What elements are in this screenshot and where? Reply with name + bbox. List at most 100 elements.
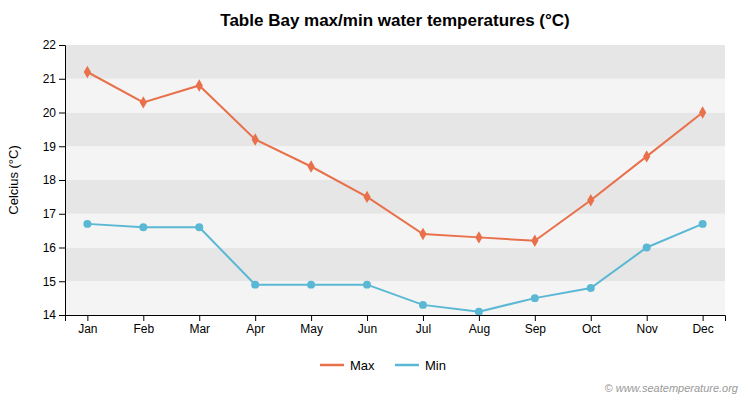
x-tick-mark [311,315,312,321]
chart-container: 141516171819202122JanFebMarAprMayJunJulA… [0,0,750,400]
point [252,133,259,145]
point [587,194,594,206]
grid-band [65,113,725,147]
legend-swatch [320,364,344,367]
point [140,96,147,108]
x-tick-mark [591,315,592,321]
x-tick-label: Jul [416,322,431,336]
point [363,191,370,203]
x-tick-mark [479,315,480,321]
point [699,106,706,118]
grid-band [65,180,725,214]
x-tick-label: May [300,322,323,336]
point [419,301,427,309]
point [195,223,203,231]
y-axis-line [59,46,66,316]
x-axis: Jan Feb Mar Apr May Jun Jul Aug Sep Oct Nov Dec [66,315,726,336]
point [251,281,259,289]
legend-label: Min [425,358,446,373]
y-tick-label: 22 [43,38,57,52]
legend-label: Max [350,358,375,373]
point [643,150,650,162]
point [84,66,91,78]
plot: 141516171819202122JanFebMarAprMayJunJulA… [43,38,726,335]
x-axis-line [66,316,726,322]
y-tick-mark [59,79,65,80]
y-axis: 141516171819202122 [43,38,66,322]
x-tick-mark [367,315,368,321]
x-tick-mark [143,315,144,321]
x-tick: Sep [525,315,547,336]
x-tick: Mar [189,315,210,336]
y-tick-mark [59,315,65,316]
x-tick-label: Aug [469,322,490,336]
grid [65,45,725,315]
point [531,294,539,302]
y-tick-label: 21 [43,72,57,86]
x-tick-label: Sep [525,322,547,336]
x-tick: Aug [469,315,490,336]
point [307,281,315,289]
x-tick-label: Nov [637,322,658,336]
x-tick: May [300,315,323,336]
x-tick-mark [87,315,88,321]
point [307,160,314,172]
point [475,231,482,243]
x-tick-label: Feb [133,322,154,336]
y-tick: 20 [43,106,65,120]
x-tick: Nov [637,315,658,336]
y-tick: 19 [43,140,65,154]
grid-band [65,146,725,180]
x-tick: Apr [246,315,265,336]
grid-band [65,248,725,282]
x-tick: Oct [582,315,601,336]
grid-band [65,45,725,79]
chart-svg: 141516171819202122JanFebMarAprMayJunJulA… [0,0,750,400]
y-tick-mark [59,214,65,215]
point [587,284,595,292]
x-tick: Jun [358,315,377,336]
point [475,308,483,315]
y-tick-mark [59,281,65,282]
y-tick-label: 20 [43,106,57,120]
legend-item: Max [320,358,375,373]
y-tick: 21 [43,72,65,86]
x-tick: Feb [133,315,154,336]
point [139,223,147,231]
x-tick-mark [423,315,424,321]
y-tick-mark [59,180,65,181]
x-tick-mark [535,315,536,321]
y-tick-mark [59,146,65,147]
y-tick-label: 19 [43,140,57,154]
x-tick-mark [647,315,648,321]
title: Table Bay max/min water temperatures (°C… [220,11,569,30]
line [87,224,702,312]
y-tick: 14 [43,308,65,322]
y-tick: 18 [43,173,65,187]
x-tick: Jan [78,315,97,336]
point [643,244,651,252]
grid-band [65,281,725,315]
y-axis-title: Celcius (°C) [6,145,21,214]
point [531,235,538,247]
x-tick-label: Oct [582,322,601,336]
y-tick-label: 14 [43,308,57,322]
legend: Max Min [320,358,446,373]
point [699,220,707,228]
x-tick-label: Dec [692,322,713,336]
x-tick-label: Apr [246,322,265,336]
y-tick: 15 [43,275,65,289]
x-tick: Dec [692,315,713,336]
point [419,228,426,240]
annotation: © www.seatemperature.org [605,382,739,394]
x-tick-mark [255,315,256,321]
x-tick-label: Jan [78,322,97,336]
legend-item: Min [395,358,446,373]
y-tick-label: 17 [43,207,57,221]
y-tick-mark [59,45,65,46]
y-tick: 17 [43,207,65,221]
point [363,281,371,289]
x-tick: Jul [416,315,431,336]
point [83,220,91,228]
data [83,66,706,315]
